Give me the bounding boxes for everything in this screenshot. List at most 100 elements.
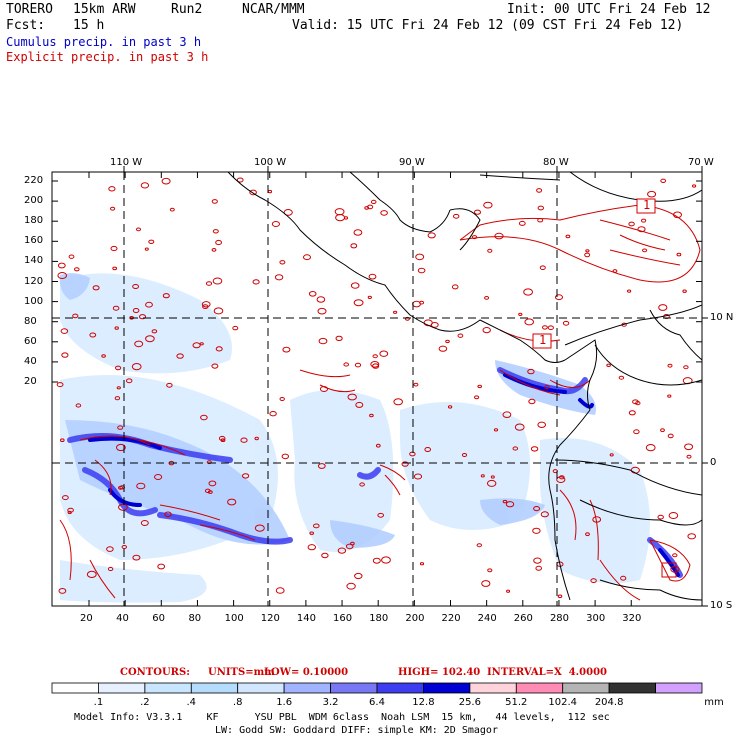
precip-cell [199,342,204,346]
precip-cell [337,547,347,554]
precip-cell [687,533,697,540]
precip-cell [121,545,128,549]
precip-cell [487,568,493,573]
colorbar-swatch [190,682,239,694]
precip-cell [211,363,219,369]
precip-cell [518,312,523,316]
precip-cell [530,446,539,452]
precip-cell [350,243,358,249]
precip-cell [132,308,140,313]
colorbar-label: 51.2 [505,697,528,708]
precip-cell [401,461,409,467]
precip-cell [140,520,149,526]
colorbar-swatch [283,682,331,694]
precip-cell [319,386,329,392]
y-tick-label: 20 [24,376,37,387]
precip-cell [540,511,549,518]
precip-cell [308,291,317,297]
precip-cell [72,313,79,319]
precip-cell [89,332,97,338]
precip-cell [58,588,67,594]
precip-cell [628,410,636,416]
precip-cell [213,307,224,315]
lon-label: 80 W [543,157,569,168]
x-tick-label: 180 [369,613,389,624]
precip-cell [275,587,285,594]
precip-cell [547,325,554,331]
precip-cell [633,429,640,435]
precip-cell [271,221,280,227]
precip-cell [645,444,656,452]
precip-cell [647,190,657,198]
precip-cell [409,451,416,457]
x-tick-label: 40 [116,613,129,624]
precip-cell [667,394,672,398]
precip-cell [635,401,641,406]
precip-cell [542,325,548,330]
y-tick-label: 200 [24,195,44,207]
colorbar-swatch [144,682,192,694]
precip-cell [585,532,590,537]
precip-cell [487,248,493,253]
colorbar-swatch [98,682,146,694]
precip-cell [667,433,674,439]
precip-cell [252,279,260,285]
precip-cell [537,205,544,211]
precip-cell [413,382,419,387]
y-tick-label: 140 [24,255,44,267]
precip-cell [114,326,119,330]
precip-cell [269,411,277,417]
precip-cell [445,339,450,344]
precip-cell [212,229,219,234]
precip-cell [354,572,363,580]
precip-cell [417,267,426,274]
precip-cell [415,253,425,261]
colorbar-label: 204.8 [594,697,624,708]
precip-cell [347,393,357,401]
precip-cell [227,498,237,506]
precip-cell [471,235,478,240]
precip-cell [369,413,374,418]
precip-cell [240,437,248,443]
precip-cell [490,475,495,479]
y-tick-label: 60 [24,335,37,347]
precip-cell [484,296,490,300]
precip-cell [474,209,481,215]
precip-cell [151,329,158,334]
precip-cell [354,362,362,368]
precip-cell [528,398,536,405]
precip-cell [370,361,380,368]
precip-cell [118,503,128,511]
colorbar-swatch [562,682,610,694]
precip-cell [145,301,153,308]
precip-cell [200,414,208,421]
precip-cell [157,563,166,570]
precip-cell [67,510,72,515]
lat-label: 10 S [710,600,733,611]
precip-cell [112,266,118,271]
precip-cell [527,368,535,375]
precip-cell [313,523,320,529]
precip-cell [169,207,175,212]
precip-cell [518,220,526,226]
precip-cell [393,310,398,314]
precip-cell [461,453,468,457]
precip-cell [658,304,668,311]
precip-cell [381,556,391,564]
precip-cell [487,479,497,487]
model-name: TORERO [6,2,53,17]
precip-cell [682,289,687,293]
precip-cell [211,248,217,252]
precip-cell [427,232,436,239]
lon-label: 90 W [399,157,425,168]
precip-cell [372,363,380,369]
precip-cell [254,436,259,441]
precip-cell [131,363,142,371]
precip-cell [353,299,364,307]
precip-cell [481,580,491,587]
x-tick-label: 120 [260,613,280,624]
precip-cell [101,354,106,358]
colorbar-label: .2 [140,697,150,708]
precip-cell [505,501,515,508]
